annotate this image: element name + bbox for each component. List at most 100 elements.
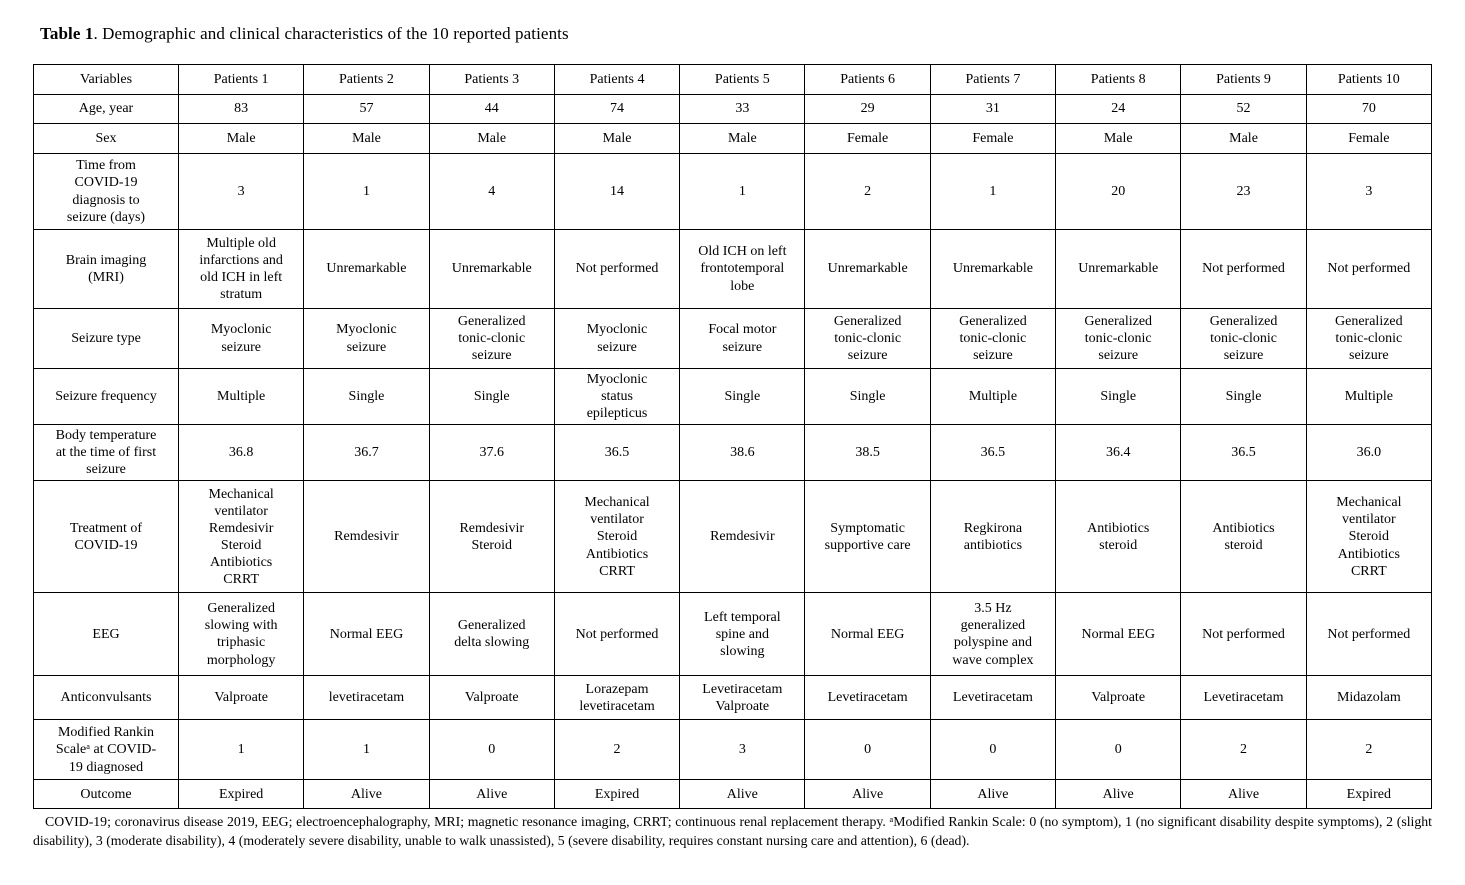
- data-cell: Single: [428, 367, 555, 426]
- data-cell: 1: [929, 153, 1057, 230]
- data-cell: Myoclonic seizure: [553, 308, 681, 369]
- data-cell: Remdesivir Steroid: [428, 480, 555, 594]
- variable-label: Seizure frequency: [33, 367, 179, 426]
- data-cell: 1: [679, 153, 806, 230]
- table-number: Table 1: [40, 24, 94, 43]
- data-cell: 3: [1305, 153, 1433, 230]
- data-cell: Male: [177, 123, 305, 154]
- table-row: Brain imaging (MRI) Multiple old infarcti…: [33, 229, 1433, 309]
- data-cell: 1: [303, 153, 430, 230]
- data-cell: 2: [553, 719, 681, 781]
- data-cell: Male: [1180, 123, 1307, 154]
- data-cell: Unremarkable: [804, 229, 931, 309]
- data-cell: Levetiracetam: [804, 675, 931, 721]
- data-cell: 23: [1180, 153, 1307, 230]
- data-cell: 74: [553, 94, 681, 124]
- data-cell: Alive: [1055, 779, 1182, 810]
- data-cell: Multiple: [929, 367, 1057, 426]
- data-cell: Old ICH on left frontotemporal lobe: [679, 229, 806, 309]
- patient-column-header: Patients 7: [929, 64, 1057, 95]
- data-cell: Alive: [929, 779, 1057, 810]
- variable-label: Treatment of COVID-19: [33, 480, 179, 594]
- data-cell: 36.0: [1305, 424, 1433, 482]
- data-cell: Not performed: [553, 229, 681, 309]
- data-cell: Female: [929, 123, 1057, 154]
- data-cell: 2: [1180, 719, 1307, 781]
- data-cell: Antibiotics steroid: [1180, 480, 1307, 594]
- data-cell: Unremarkable: [1055, 229, 1182, 309]
- table-row: Time from COVID-19 diagnosis to seizure …: [33, 153, 1433, 230]
- patient-column-header: Patients 10: [1305, 64, 1433, 95]
- data-cell: 1: [177, 719, 305, 781]
- data-cell: 14: [553, 153, 681, 230]
- data-cell: 3: [177, 153, 305, 230]
- patient-column-header: Patients 3: [428, 64, 555, 95]
- data-cell: Generalized tonic-clonic seizure: [804, 308, 931, 369]
- data-cell: Focal motor seizure: [679, 308, 806, 369]
- patient-column-header: Patients 5: [679, 64, 806, 95]
- data-cell: 38.5: [804, 424, 931, 482]
- data-cell: Alive: [303, 779, 430, 810]
- data-cell: 4: [428, 153, 555, 230]
- table-title: Table 1. Demographic and clinical charac…: [40, 24, 1432, 44]
- variable-label: Seizure type: [33, 308, 179, 369]
- data-cell: Expired: [553, 779, 681, 810]
- data-cell: 0: [1055, 719, 1182, 781]
- data-cell: Alive: [679, 779, 806, 810]
- data-cell: Valproate: [177, 675, 305, 721]
- data-cell: Not performed: [1305, 592, 1433, 677]
- data-cell: Generalized slowing with triphasic morph…: [177, 592, 305, 677]
- data-cell: 33: [679, 94, 806, 124]
- table-row: Outcome Expired Alive Alive Expired Alive Aliv…: [33, 779, 1433, 810]
- variable-label: EEG: [33, 592, 179, 677]
- data-cell: 36.5: [1180, 424, 1307, 482]
- data-cell: Not performed: [1180, 229, 1307, 309]
- data-cell: Not performed: [1180, 592, 1307, 677]
- data-cell: levetiracetam: [303, 675, 430, 721]
- data-cell: 36.5: [553, 424, 681, 482]
- data-cell: Multiple: [1305, 367, 1433, 426]
- data-cell: Unremarkable: [929, 229, 1057, 309]
- table-row: Modified Rankin Scaleᵃ at COVID- 19 diag…: [33, 719, 1433, 781]
- data-cell: Male: [303, 123, 430, 154]
- table-row: Seizure type Myoclonic seizure Myoclonic s…: [33, 308, 1433, 369]
- data-cell: 20: [1055, 153, 1182, 230]
- data-cell: Male: [553, 123, 681, 154]
- data-cell: 83: [177, 94, 305, 124]
- data-cell: 36.5: [929, 424, 1057, 482]
- data-cell: 29: [804, 94, 931, 124]
- variables-column-header: Variables: [33, 64, 179, 95]
- data-cell: 36.4: [1055, 424, 1182, 482]
- variable-label: Time from COVID-19 diagnosis to seizure …: [33, 153, 179, 230]
- table-footnote: COVID-19; coronavirus disease 2019, EEG;…: [33, 814, 1432, 849]
- data-cell: Single: [804, 367, 931, 426]
- data-cell: Female: [804, 123, 931, 154]
- data-cell: Mechanical ventilator Steroid Antibiotic…: [553, 480, 681, 594]
- data-cell: Expired: [1305, 779, 1433, 810]
- data-cell: Left temporal spine and slowing: [679, 592, 806, 677]
- data-cell: Unremarkable: [303, 229, 430, 309]
- variable-label: Modified Rankin Scaleᵃ at COVID- 19 diag…: [33, 719, 179, 781]
- table-row: Body temperature at the time of first se…: [33, 424, 1433, 482]
- data-cell: Generalized tonic-clonic seizure: [1055, 308, 1182, 369]
- data-cell: Myoclonic status epilepticus: [553, 367, 681, 426]
- data-cell: Multiple old infarctions and old ICH in …: [177, 229, 305, 309]
- data-cell: Generalized tonic-clonic seizure: [428, 308, 555, 369]
- data-cell: Regkirona antibiotics: [929, 480, 1057, 594]
- data-cell: 0: [929, 719, 1057, 781]
- data-cell: Valproate: [1055, 675, 1182, 721]
- data-cell: Alive: [1180, 779, 1307, 810]
- data-cell: 70: [1305, 94, 1433, 124]
- data-cell: 3.5 Hz generalized polyspine and wave co…: [929, 592, 1057, 677]
- data-cell: Lorazepam levetiracetam: [553, 675, 681, 721]
- data-cell: Levetiracetam: [929, 675, 1057, 721]
- data-cell: Generalized tonic-clonic seizure: [1305, 308, 1433, 369]
- patient-column-header: Patients 4: [553, 64, 681, 95]
- variable-label: Brain imaging (MRI): [33, 229, 179, 309]
- table-row: Sex Male Male Male Male Male Female Female Male M…: [33, 123, 1433, 154]
- variable-label: Outcome: [33, 779, 179, 810]
- data-cell: Male: [428, 123, 555, 154]
- data-cell: 1: [303, 719, 430, 781]
